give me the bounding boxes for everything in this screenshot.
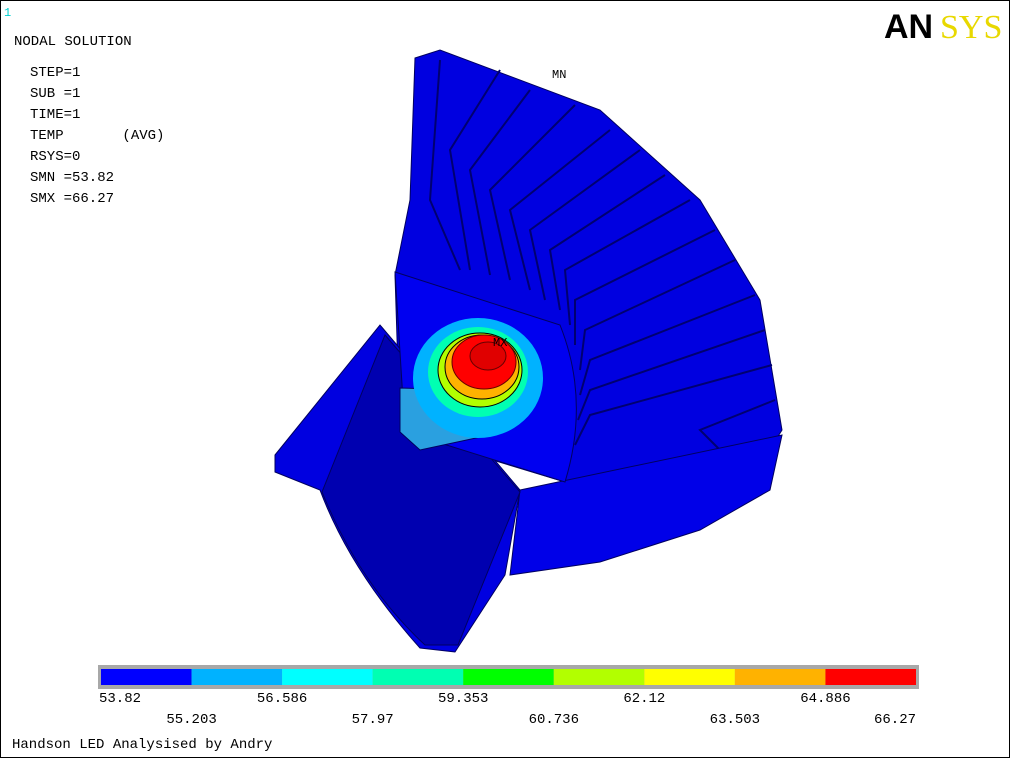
- logo-sys: SYS: [940, 9, 1002, 46]
- legend-label: 55.203: [166, 712, 216, 728]
- legend-band: [282, 669, 373, 685]
- info-line: SMX =66.27: [30, 191, 114, 207]
- legend-label: 62.12: [623, 691, 665, 707]
- info-line: RSYS=0: [30, 149, 80, 165]
- footer: Handson LED Analysised by Andry: [12, 737, 272, 753]
- legend-band: [101, 669, 192, 685]
- info-line: STEP=1: [30, 65, 80, 81]
- min-label: MN: [552, 68, 566, 82]
- plot-title: NODAL SOLUTION: [14, 34, 132, 50]
- info-line: SMN =53.82: [30, 170, 114, 186]
- ansys-window: 1 NODAL SOLUTION STEP=1 SUB =1 TIME=1 TE…: [0, 0, 1010, 758]
- legend-band: [554, 669, 645, 685]
- legend-label: 56.586: [257, 691, 307, 707]
- info-line: SUB =1: [30, 86, 80, 102]
- legend-label: 60.736: [529, 712, 579, 728]
- info-line: TEMP (AVG): [30, 128, 164, 144]
- legend-band: [735, 669, 826, 685]
- legend-band: [644, 669, 735, 685]
- legend-band: [192, 669, 283, 685]
- legend-label: 59.353: [438, 691, 488, 707]
- legend-band: [463, 669, 554, 685]
- legend-label: 66.27: [874, 712, 916, 728]
- legend-label: 64.886: [800, 691, 850, 707]
- legend-label: 57.97: [352, 712, 394, 728]
- legend-label: 63.503: [710, 712, 760, 728]
- max-label: MX: [493, 336, 507, 350]
- legend-label: 53.82: [99, 691, 141, 707]
- legend-band: [373, 669, 464, 685]
- logo-an: AN: [884, 8, 933, 46]
- legend-band: [825, 669, 916, 685]
- window-number: 1: [4, 6, 11, 20]
- info-line: TIME=1: [30, 107, 80, 123]
